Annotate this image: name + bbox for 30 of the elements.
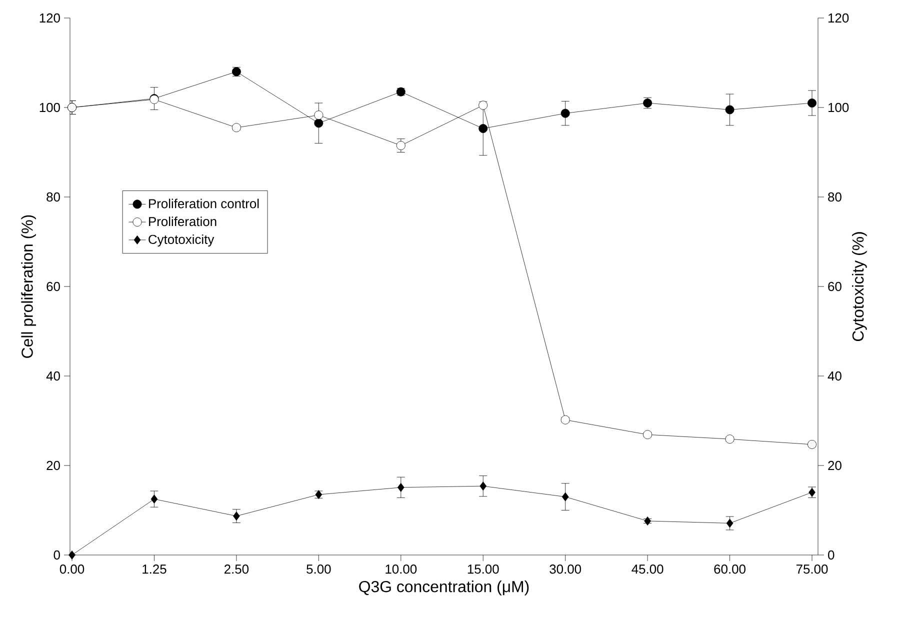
- y2-tick-label: 60: [828, 282, 842, 292]
- y2-axis-title: Cytotoxicity (%): [852, 232, 867, 342]
- y2-tick-label: 120: [828, 13, 849, 23]
- y-tick-label: 120: [40, 13, 60, 23]
- x-axis-title: Q3G concentration (μM): [359, 580, 529, 596]
- legend-label: Proliferation control: [149, 198, 259, 208]
- y2-tick-label: 20: [828, 460, 842, 470]
- y-tick-label: 20: [46, 460, 60, 470]
- x-tick-label: 60.00: [714, 564, 746, 574]
- x-tick-label: 0.00: [60, 564, 84, 574]
- x-tick-label: 5.00: [306, 564, 331, 574]
- y-tick-label: 100: [40, 102, 60, 112]
- y-axis-title: Cell proliferation (%): [21, 215, 36, 358]
- y2-tick-label: 100: [828, 102, 849, 112]
- y-tick-label: 0: [54, 550, 60, 560]
- legend-label: Proliferation: [149, 216, 216, 226]
- x-tick-label: 15.00: [468, 564, 499, 574]
- legend-label: Cytotoxicity: [148, 234, 214, 247]
- y2-tick-label: 80: [828, 192, 842, 202]
- x-tick-label: 75.00: [796, 564, 828, 574]
- y-tick-label: 40: [46, 371, 60, 381]
- y-tick-label: 60: [46, 282, 60, 292]
- y-tick-label: 80: [46, 192, 60, 202]
- x-tick-label: 2.50: [224, 564, 249, 574]
- y2-tick-label: 0: [828, 550, 834, 560]
- x-tick-label: 1.25: [142, 564, 166, 574]
- x-tick-label: 10.00: [386, 564, 417, 574]
- y2-tick-label: 40: [828, 371, 842, 381]
- x-tick-label: 45.00: [632, 564, 664, 574]
- x-tick-label: 30.00: [550, 564, 582, 574]
